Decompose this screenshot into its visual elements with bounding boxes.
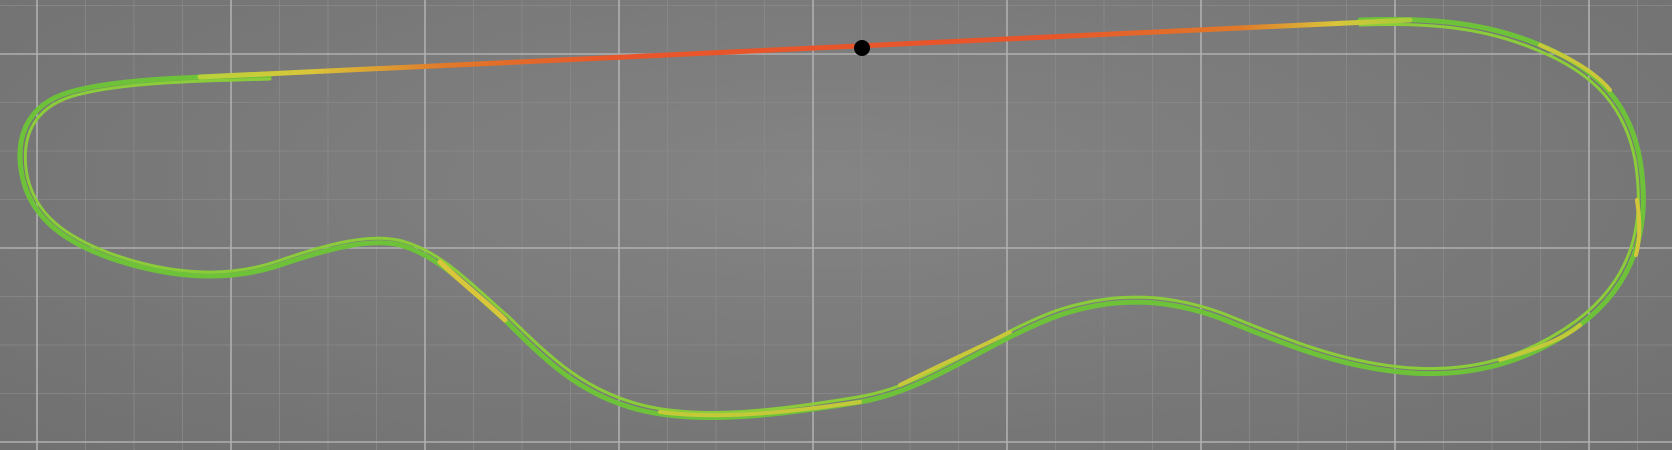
track-yellow-segment bbox=[1634, 198, 1642, 257]
track-yellow-segment bbox=[898, 330, 1012, 387]
track-yellow-segment bbox=[1538, 43, 1612, 92]
track-yellow-segment bbox=[658, 400, 862, 418]
track-yellow-segment bbox=[437, 259, 508, 323]
track-trace-inner bbox=[23, 22, 1640, 414]
racing-line-trace bbox=[17, 16, 1646, 420]
track-main-straight bbox=[197, 17, 1413, 80]
car-position-marker[interactable] bbox=[854, 40, 870, 56]
track-yellow-segment bbox=[1498, 323, 1582, 362]
